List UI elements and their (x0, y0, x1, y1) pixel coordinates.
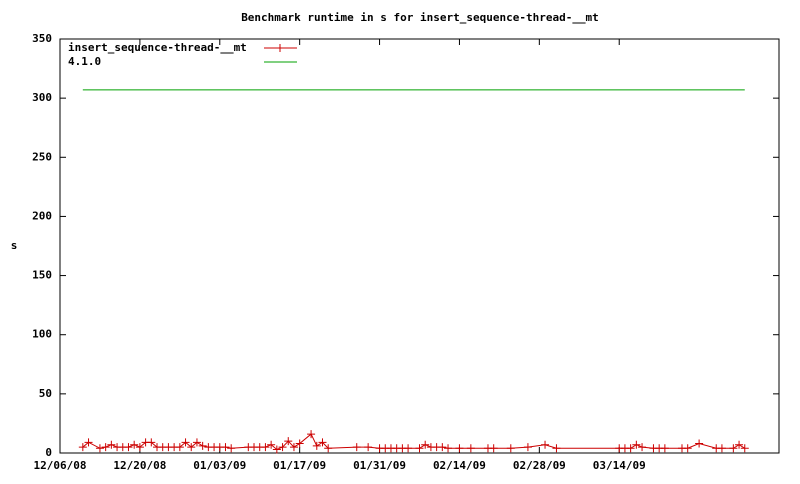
point-marker (438, 443, 447, 452)
point-marker (295, 439, 304, 448)
point-marker (284, 437, 293, 446)
point-marker (660, 444, 669, 453)
point-marker (267, 440, 276, 449)
point-marker (84, 438, 93, 447)
point-marker (135, 443, 144, 452)
point-marker (227, 444, 236, 453)
point-marker (175, 443, 184, 452)
point-marker (695, 439, 704, 448)
point-marker (404, 444, 413, 453)
point-marker (130, 440, 139, 449)
point-marker (278, 443, 287, 452)
y-tick-label: 0 (45, 446, 52, 459)
x-tick-label: 01/03/09 (193, 459, 246, 472)
point-marker (352, 443, 361, 452)
x-tick-label: 01/31/09 (353, 459, 406, 472)
legend-marker (276, 44, 284, 52)
point-marker (107, 440, 116, 449)
point-marker (181, 438, 190, 447)
point-marker (289, 443, 298, 452)
point-marker (124, 443, 133, 452)
y-tick-label: 250 (32, 150, 52, 163)
point-marker (272, 445, 281, 454)
chart-title: Benchmark runtime in s for insert_sequen… (241, 11, 599, 24)
point-marker (444, 444, 453, 453)
x-tick-label: 12/20/08 (113, 459, 166, 472)
point-marker (717, 444, 726, 453)
x-tick-label: 02/14/09 (433, 459, 486, 472)
x-tick-label: 03/14/09 (593, 459, 646, 472)
point-marker (187, 443, 196, 452)
y-axis-label: s (11, 239, 18, 252)
point-marker (307, 430, 316, 439)
point-marker (78, 443, 87, 452)
point-marker (541, 440, 550, 449)
point-marker (729, 444, 738, 453)
y-tick-label: 50 (39, 387, 52, 400)
point-marker (523, 443, 532, 452)
y-tick-label: 300 (32, 91, 52, 104)
point-marker (318, 438, 327, 447)
point-marker (626, 444, 635, 453)
point-marker (632, 440, 641, 449)
y-tick-label: 350 (32, 32, 52, 45)
point-marker (489, 444, 498, 453)
point-marker (101, 443, 110, 452)
y-tick-label: 100 (32, 328, 52, 341)
point-marker (421, 440, 430, 449)
point-marker (735, 440, 744, 449)
y-tick-label: 200 (32, 209, 52, 222)
point-marker (638, 443, 647, 452)
point-marker (552, 444, 561, 453)
x-tick-label: 02/28/09 (513, 459, 566, 472)
point-marker (261, 443, 270, 452)
y-tick-label: 150 (32, 269, 52, 282)
legend-label: 4.1.0 (68, 55, 101, 68)
point-marker (312, 441, 321, 450)
x-tick-label: 01/17/09 (273, 459, 326, 472)
plot-border (59, 38, 780, 454)
point-marker (740, 444, 749, 453)
point-marker (415, 444, 424, 453)
point-marker (221, 443, 230, 452)
point-marker (364, 443, 373, 452)
point-marker (192, 438, 201, 447)
x-tick-label: 12/06/08 (34, 459, 87, 472)
point-marker (683, 444, 692, 453)
point-marker (95, 444, 104, 453)
point-marker (506, 444, 515, 453)
point-marker (324, 444, 333, 453)
point-marker (455, 444, 464, 453)
point-marker (147, 438, 156, 447)
point-marker (198, 441, 207, 450)
legend-label: insert_sequence-thread-__mt (68, 41, 247, 54)
point-marker (466, 444, 475, 453)
